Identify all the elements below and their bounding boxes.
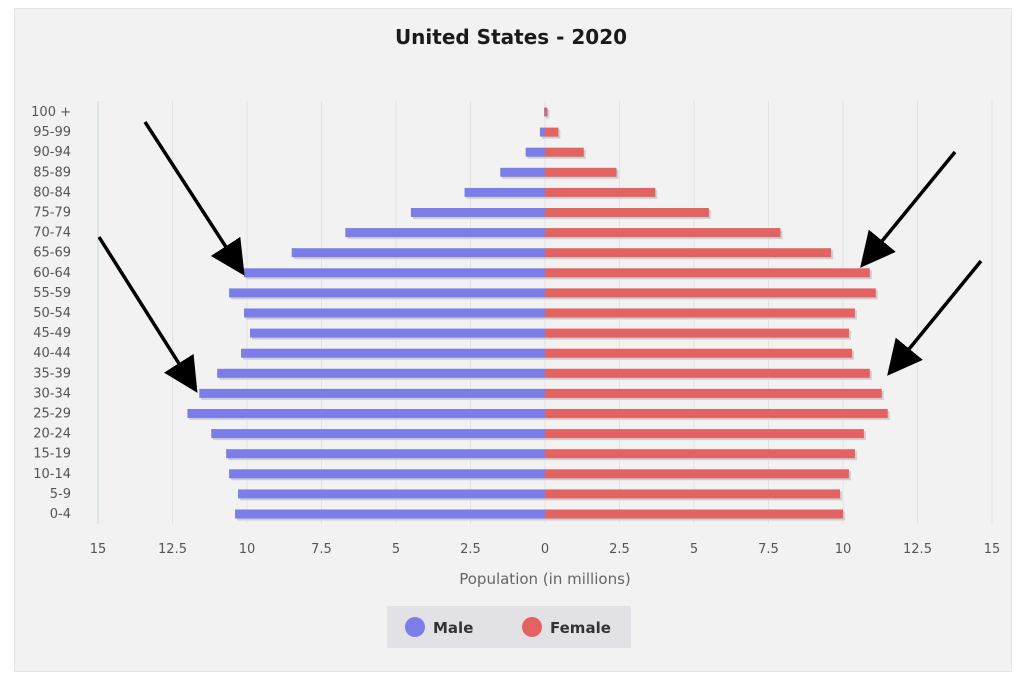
annotation-arrow — [860, 150, 957, 268]
bar-female[interactable] — [545, 469, 849, 479]
age-label: 20-24 — [33, 427, 71, 442]
bar-male[interactable] — [235, 509, 545, 519]
bar-male[interactable] — [217, 368, 545, 378]
age-label: 100 + — [31, 105, 71, 120]
bar-male[interactable] — [241, 348, 546, 358]
bar-male[interactable] — [244, 308, 545, 318]
bar-female[interactable] — [545, 288, 876, 298]
x-tick-labels: 15 12.5 10 7.5 5 2.5 0 2.5 5 7.5 10 12.5 15 — [90, 542, 1001, 557]
bar-male[interactable] — [500, 167, 545, 177]
x-tick-label: 2.5 — [609, 542, 630, 557]
bar-male[interactable] — [525, 147, 545, 157]
age-label: 50-54 — [33, 306, 71, 321]
bars — [187, 107, 890, 521]
age-label: 0-4 — [50, 507, 71, 522]
chart-title: United States - 2020 — [395, 25, 627, 49]
age-label: 80-84 — [33, 185, 71, 200]
bar-female[interactable] — [545, 268, 870, 278]
bar-male[interactable] — [539, 127, 545, 137]
bar-female[interactable] — [545, 127, 559, 137]
bar-female[interactable] — [545, 509, 843, 519]
bar-female[interactable] — [545, 208, 709, 217]
bar-male[interactable] — [211, 429, 546, 439]
bar-female[interactable] — [545, 248, 832, 258]
age-label: 75-79 — [33, 206, 71, 221]
annotation-arrows — [97, 121, 983, 393]
bar-male[interactable] — [187, 409, 545, 418]
bar-female[interactable] — [545, 308, 855, 318]
bar-male[interactable] — [345, 228, 545, 238]
bar-female[interactable] — [545, 388, 882, 398]
bar-shadow — [547, 109, 550, 119]
age-label: 90-94 — [33, 145, 71, 160]
x-tick-label: 5 — [392, 542, 400, 557]
bar-female[interactable] — [545, 167, 617, 177]
bar-male[interactable] — [226, 449, 545, 459]
legend-male-label[interactable]: Male — [433, 619, 473, 637]
bar-female[interactable] — [545, 348, 852, 358]
chart-panel: United States - 2020 0-4 5-9 10-14 15-19 20-… — [14, 8, 1012, 672]
age-label: 55-59 — [33, 286, 71, 301]
age-label: 40-44 — [33, 346, 71, 361]
age-label: 85-89 — [33, 165, 71, 180]
x-tick-label: 12.5 — [903, 542, 932, 557]
age-label: 65-69 — [33, 246, 71, 261]
bar-female[interactable] — [545, 187, 656, 197]
age-label: 30-34 — [33, 386, 71, 401]
x-tick-label: 10 — [239, 542, 256, 557]
legend-female-marker[interactable] — [522, 617, 542, 637]
legend-background — [387, 606, 631, 648]
x-tick-label: 15 — [90, 542, 107, 557]
bar-male[interactable] — [464, 187, 545, 197]
bar-male[interactable] — [229, 469, 545, 479]
age-label: 70-74 — [33, 226, 71, 241]
age-label: 25-29 — [33, 407, 71, 422]
age-label: 60-64 — [33, 266, 71, 281]
age-label: 5-9 — [50, 487, 71, 502]
age-label: 95-99 — [33, 125, 71, 140]
age-labels: 0-4 5-9 10-14 15-19 20-24 25-29 30-34 35-39 40-4… — [31, 105, 71, 522]
x-tick-label: 7.5 — [758, 542, 779, 557]
x-tick-label: 10 — [835, 542, 852, 557]
bar-female[interactable] — [545, 228, 781, 238]
bar-male[interactable] — [229, 288, 545, 298]
bar-female[interactable] — [545, 328, 849, 338]
x-tick-label: 2.5 — [460, 542, 481, 557]
annotation-arrow — [887, 259, 983, 376]
legend: Male Female — [387, 606, 631, 648]
bar-male[interactable] — [238, 489, 545, 499]
x-tick-label: 12.5 — [158, 542, 187, 557]
bar-female[interactable] — [545, 107, 548, 117]
bar-female[interactable] — [545, 429, 864, 439]
legend-female-label[interactable]: Female — [550, 619, 611, 637]
age-label: 45-49 — [33, 326, 71, 341]
bar-female[interactable] — [545, 368, 870, 378]
bar-female[interactable] — [545, 409, 888, 418]
bar-male[interactable] — [544, 107, 545, 117]
x-tick-label: 0 — [541, 542, 549, 557]
bar-female[interactable] — [545, 489, 841, 499]
bar-female[interactable] — [545, 449, 855, 459]
x-tick-label: 7.5 — [311, 542, 332, 557]
annotation-arrow — [143, 121, 245, 276]
age-label: 35-39 — [33, 366, 71, 381]
annotation-arrow — [97, 236, 198, 393]
bar-male[interactable] — [291, 248, 545, 258]
bar-male[interactable] — [244, 268, 545, 278]
x-tick-label: 5 — [690, 542, 698, 557]
bar-female[interactable] — [545, 147, 584, 157]
bar-male[interactable] — [249, 328, 546, 338]
legend-male-marker[interactable] — [405, 617, 425, 637]
age-label: 15-19 — [33, 447, 71, 462]
bar-male[interactable] — [410, 208, 545, 217]
population-pyramid-chart: United States - 2020 0-4 5-9 10-14 15-19 20-… — [31, 25, 1001, 648]
x-tick-label: 15 — [984, 542, 1001, 557]
age-label: 10-14 — [33, 467, 71, 482]
x-axis-label: Population (in millions) — [459, 570, 631, 588]
bar-male[interactable] — [199, 388, 545, 398]
